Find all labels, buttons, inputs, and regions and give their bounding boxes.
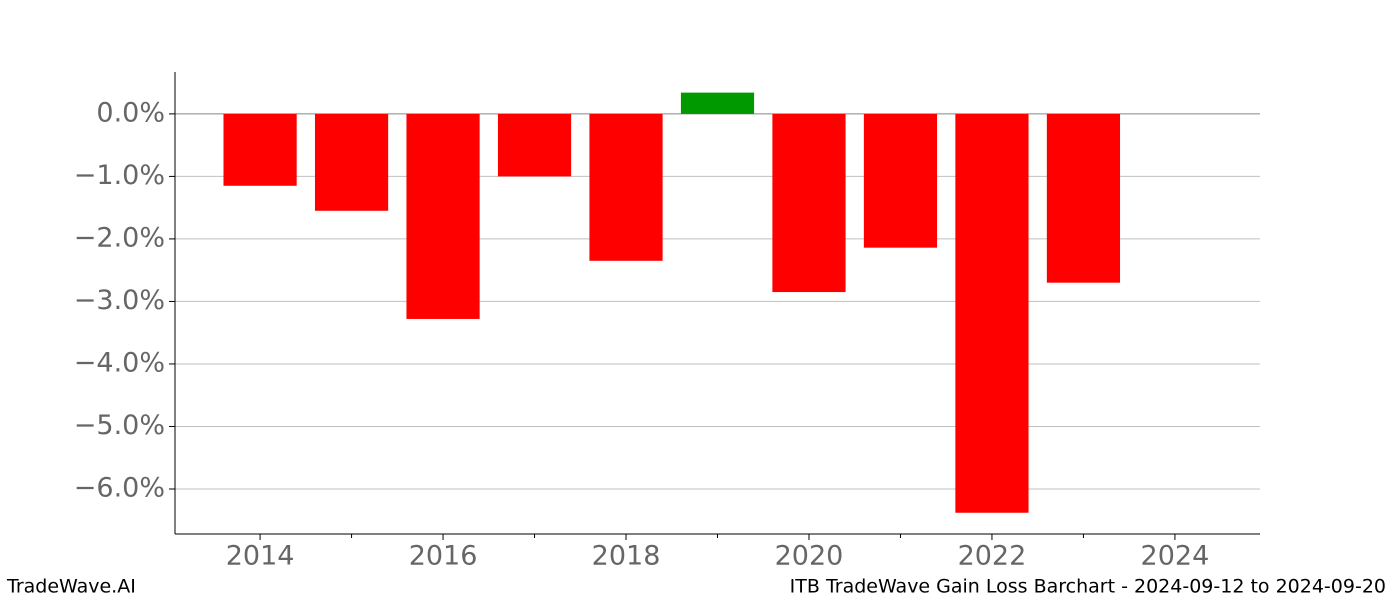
bar [772,113,846,293]
y-tick-label: −5.0% [74,410,165,441]
bar [955,113,1029,513]
bar [863,113,938,248]
x-tick-label: 2020 [775,541,844,572]
y-tick-label: −4.0% [74,347,165,378]
bar [589,113,663,261]
bar [680,92,755,114]
bar [1046,113,1121,283]
x-tick-label: 2014 [226,541,295,572]
x-tick-label: 2016 [409,541,478,572]
footer-left: TradeWave.AI [6,576,136,598]
bar [406,113,480,319]
y-tick-label: −2.0% [74,222,165,253]
x-tick-label: 2024 [1141,541,1210,572]
footer-right: ITB TradeWave Gain Loss Barchart - 2024-… [790,576,1386,598]
y-tick-label: −1.0% [74,160,165,191]
bar [497,113,572,177]
y-tick-label: −3.0% [74,285,165,316]
y-tick-label: 0.0% [96,97,165,128]
bar [314,113,389,211]
bar [223,113,297,186]
x-tick-label: 2022 [958,541,1027,572]
y-tick-label: −6.0% [74,472,165,503]
x-tick-label: 2018 [592,541,661,572]
